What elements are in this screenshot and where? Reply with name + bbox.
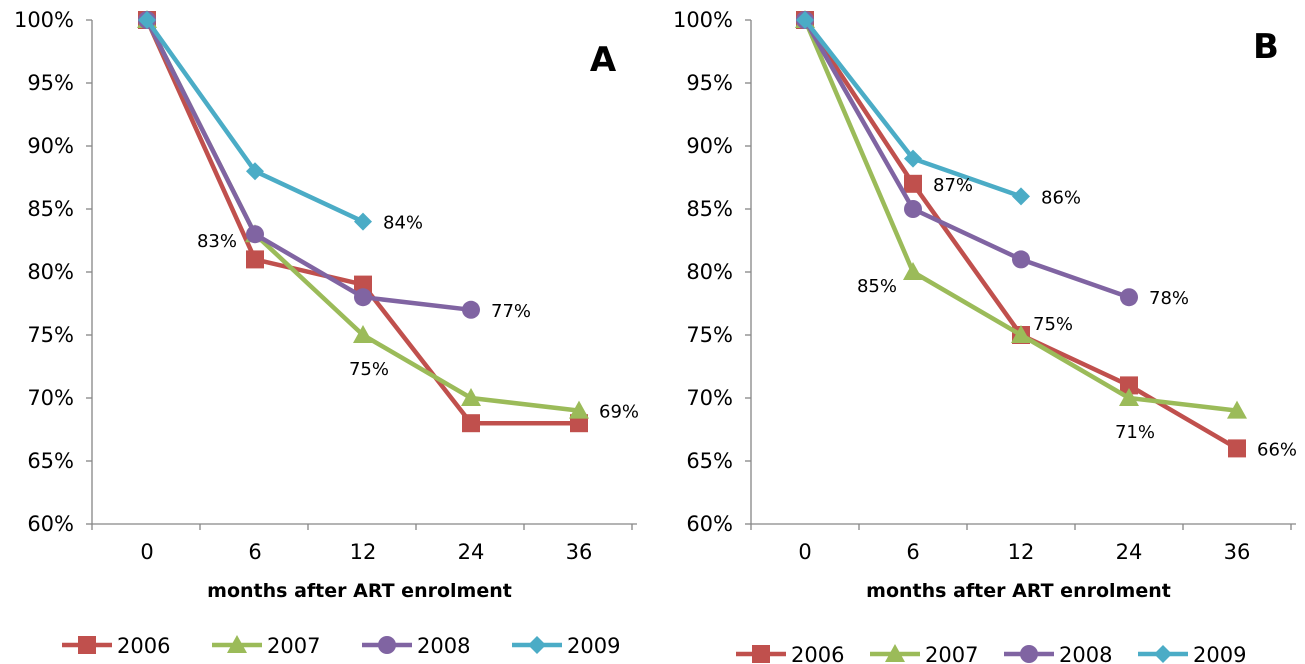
data-label: 85% (857, 276, 897, 297)
x-tick-label: 6 (248, 540, 261, 564)
data-label: 75% (349, 359, 389, 380)
data-point-2006 (462, 414, 480, 433)
x-tick-label: 0 (798, 540, 811, 564)
data-point-2007 (1119, 388, 1139, 406)
y-tick-label: 80% (27, 260, 74, 284)
data-label: 75% (1033, 314, 1073, 335)
legend-marker-2009 (528, 636, 546, 654)
series-line-2009 (145, 18, 364, 224)
data-point-2007 (353, 325, 373, 343)
data-point-2009 (1012, 187, 1030, 206)
y-tick-label: 100% (14, 8, 74, 32)
x-tick-label: 0 (140, 540, 153, 564)
data-point-2008 (904, 200, 922, 218)
y-tick-label: 95% (686, 71, 733, 95)
panel-label: A (590, 40, 617, 80)
x-axis-title: months after ART enrolment (207, 580, 512, 602)
data-point-2008 (246, 225, 264, 244)
data-point-2007 (569, 400, 589, 419)
data-point-2007 (903, 262, 923, 280)
data-label: 77% (491, 301, 531, 322)
data-label: 84% (383, 213, 423, 234)
legend-label-2009: 2009 (567, 634, 620, 658)
panel-b: 60% 65% 70% 75% 80% 85% 90% 95% 100% 0 6 12 24 36 mont… (673, 8, 1297, 664)
x-tick-label: 36 (1224, 540, 1251, 564)
data-label: 78% (1149, 288, 1189, 309)
legend-label-2006: 2006 (791, 643, 844, 664)
y-tick-label: 75% (686, 323, 733, 347)
y-tick-label: 90% (686, 134, 733, 158)
series-line-2006 (803, 18, 1239, 451)
y-tick-label: 95% (27, 71, 74, 95)
legend-label-2006: 2006 (117, 634, 170, 658)
data-point-2006 (354, 275, 372, 294)
data-label: 66% (1257, 439, 1297, 460)
data-label: 71% (1115, 422, 1155, 443)
y-tick-label: 60% (27, 512, 74, 536)
series-line-2008 (803, 18, 1130, 300)
data-point-2009 (354, 212, 372, 231)
legend-marker-2006 (752, 645, 770, 663)
legend-label-2008: 2008 (417, 634, 470, 658)
y-tick-label: 85% (27, 197, 74, 221)
data-label: 86% (1041, 187, 1081, 208)
x-axis-title: months after ART enrolment (866, 580, 1171, 602)
legend-marker-2009 (1154, 645, 1172, 663)
data-point-2008 (354, 288, 372, 307)
data-point-2009 (246, 162, 264, 181)
y-tick-label: 60% (686, 512, 733, 536)
y-tick-label: 80% (686, 260, 733, 284)
panel-a: 60% 65% 70% 75% 80% 85% 90% 95% 100% 0 6 12 24 36 mont… (14, 8, 639, 658)
y-tick-label: 65% (686, 449, 733, 473)
x-tick-label: 24 (1116, 540, 1143, 564)
data-point-2006 (246, 250, 264, 269)
data-point-2007 (1011, 325, 1031, 343)
legend-label-2008: 2008 (1059, 643, 1112, 664)
legend-marker-2008 (378, 636, 396, 654)
data-point-2008 (1012, 250, 1030, 269)
y-tick-label: 70% (686, 386, 733, 410)
x-tick-label: 24 (458, 540, 485, 564)
y-tick-label: 100% (673, 8, 733, 32)
data-label: 83% (197, 231, 237, 252)
data-label: 87% (933, 175, 973, 196)
x-tick-label: 12 (1008, 540, 1035, 564)
y-tick-label: 70% (27, 386, 74, 410)
data-point-2007 (1227, 400, 1247, 419)
data-point-2008 (1120, 288, 1138, 307)
data-point-2007 (461, 388, 481, 406)
data-point-2009 (904, 149, 922, 168)
x-tick-label: 12 (350, 540, 377, 564)
legend-label-2007: 2007 (925, 643, 978, 664)
y-tick-label: 85% (686, 197, 733, 221)
data-point-2006 (1120, 376, 1138, 395)
y-tick-label: 90% (27, 134, 74, 158)
legend-marker-2008 (1020, 645, 1038, 663)
x-tick-label: 36 (566, 540, 593, 564)
series-line-2009 (803, 18, 1022, 199)
legend-marker-2007 (227, 635, 247, 653)
panel-label: B (1253, 27, 1279, 67)
y-tick-label: 75% (27, 323, 74, 347)
legend-marker-2006 (78, 636, 96, 654)
data-point-2009 (138, 11, 156, 29)
data-point-2006 (1228, 439, 1246, 458)
data-point-2006 (570, 414, 588, 433)
legend-marker-2007 (885, 644, 905, 662)
data-point-2006 (904, 174, 922, 193)
legend-label-2009: 2009 (1193, 643, 1246, 664)
data-label: 69% (599, 402, 639, 423)
legend-label-2007: 2007 (267, 634, 320, 658)
series-line-2008 (144, 18, 472, 313)
data-point-2008 (462, 300, 480, 319)
y-tick-label: 65% (27, 449, 74, 473)
x-tick-label: 6 (906, 540, 919, 564)
series-line-2007 (802, 19, 1238, 413)
data-point-2009 (796, 11, 814, 29)
